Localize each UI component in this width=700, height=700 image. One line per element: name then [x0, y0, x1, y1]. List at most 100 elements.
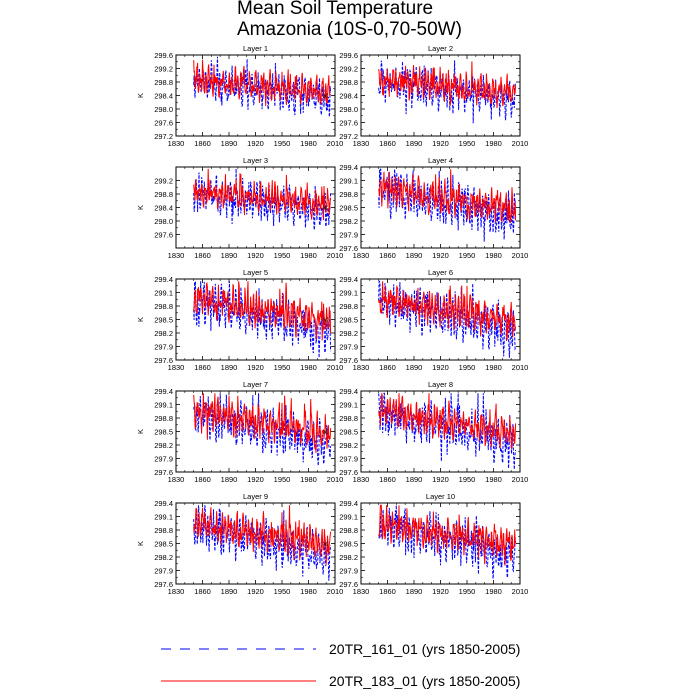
- x-tick-label: 1860: [194, 363, 211, 372]
- x-tick-label: 1830: [353, 251, 370, 260]
- x-tick-label: 2010: [327, 251, 344, 260]
- x-tick-label: 1860: [379, 363, 396, 372]
- y-axis-label: K: [136, 205, 145, 210]
- panel-1: Layer 1 K 297.2 297.6 298.0 298.4 298.8 299.2 29…: [136, 44, 343, 148]
- y-tick-label: 297.2: [339, 132, 358, 141]
- y-tick-label: 298.4: [339, 91, 358, 100]
- panel-title: Layer 4: [428, 156, 453, 165]
- x-tick-label: 1830: [168, 363, 185, 372]
- y-tick-label: 298.5: [339, 315, 358, 324]
- y-tick-label: 299.2: [154, 176, 173, 185]
- plot-frame: [360, 502, 521, 585]
- x-tick-label: 2010: [512, 139, 529, 148]
- legend-label-183: 20TR_183_01 (yrs 1850-2005): [329, 673, 521, 689]
- y-tick-label: 298.0: [154, 217, 173, 226]
- y-tick-label: 298.2: [339, 553, 358, 562]
- x-tick-label: 1920: [432, 139, 449, 148]
- y-tick-label: 297.6: [154, 580, 173, 589]
- x-tick-label: 1980: [300, 363, 317, 372]
- series-line-20TR_183_01: [193, 505, 332, 565]
- x-tick-label: 1980: [485, 587, 502, 596]
- x-tick-label: 1950: [274, 587, 291, 596]
- x-tick-label: 1980: [300, 475, 317, 484]
- series-line-20TR_183_01: [378, 61, 517, 109]
- y-axis-label: K: [321, 93, 330, 98]
- x-tick-label: 1860: [194, 475, 211, 484]
- series-line-20TR_161_01: [193, 505, 332, 581]
- x-tick-label: 1950: [274, 251, 291, 260]
- y-axis-label: K: [321, 317, 330, 322]
- y-tick-label: 299.1: [339, 512, 358, 521]
- series-line-20TR_161_01: [193, 168, 332, 230]
- x-tick-label: 1950: [274, 363, 291, 372]
- x-tick-label: 2010: [512, 475, 529, 484]
- x-tick-label: 1890: [221, 363, 238, 372]
- x-tick-label: 1890: [406, 363, 423, 372]
- x-tick-label: 2010: [327, 587, 344, 596]
- y-tick-label: 297.9: [339, 230, 358, 239]
- x-tick-label: 1890: [221, 251, 238, 260]
- x-tick-label: 1920: [247, 139, 264, 148]
- x-tick-label: 1950: [459, 587, 476, 596]
- x-tick-label: 1860: [194, 139, 211, 148]
- x-tick-label: 1980: [485, 251, 502, 260]
- y-axis-label: K: [321, 429, 330, 434]
- y-tick-label: 297.6: [154, 118, 173, 127]
- plot-frame: [360, 166, 521, 249]
- panel-title: Layer 2: [428, 44, 453, 53]
- x-tick-label: 1860: [379, 475, 396, 484]
- y-axis-label: K: [136, 317, 145, 322]
- panel-title: Layer 6: [428, 268, 453, 277]
- x-tick-label: 1860: [379, 251, 396, 260]
- panel-3: Layer 3 K 297.6 298.0 298.4 298.8 299.2 1830 186…: [136, 156, 343, 260]
- x-tick-label: 1860: [194, 251, 211, 260]
- y-tick-label: 297.9: [154, 454, 173, 463]
- x-tick-label: 2010: [512, 363, 529, 372]
- y-axis-label: K: [321, 205, 330, 210]
- x-tick-label: 1860: [379, 587, 396, 596]
- panel-10: Layer 10 K 297.6 297.9 298.2 298.5 298.8 299.1 2…: [321, 492, 528, 596]
- y-tick-label: 297.9: [339, 342, 358, 351]
- y-tick-label: 298.5: [339, 203, 358, 212]
- x-tick-label: 1830: [353, 363, 370, 372]
- x-tick-label: 1950: [459, 139, 476, 148]
- y-tick-label: 298.8: [154, 414, 173, 423]
- panel-2: Layer 2 K 297.2 297.6 298.0 298.4 298.8 299.2 29…: [321, 44, 528, 148]
- panel-9: Layer 9 K 297.6 297.9 298.2 298.5 298.8 299.1 29…: [136, 492, 343, 596]
- x-tick-label: 1950: [274, 475, 291, 484]
- y-tick-label: 299.6: [154, 51, 173, 60]
- x-tick-label: 1980: [300, 587, 317, 596]
- y-tick-label: 299.4: [339, 499, 358, 508]
- series-line-20TR_183_01: [378, 504, 517, 566]
- y-tick-label: 297.2: [154, 132, 173, 141]
- y-tick-label: 299.4: [154, 499, 173, 508]
- y-tick-label: 298.8: [339, 414, 358, 423]
- x-tick-label: 1830: [353, 139, 370, 148]
- y-tick-label: 298.8: [339, 190, 358, 199]
- x-tick-label: 1920: [432, 475, 449, 484]
- y-tick-label: 297.6: [339, 118, 358, 127]
- x-tick-label: 1920: [247, 363, 264, 372]
- y-axis-label: K: [136, 541, 145, 546]
- plot-frame: [175, 54, 336, 137]
- y-tick-label: 298.5: [154, 427, 173, 436]
- x-tick-label: 1860: [194, 587, 211, 596]
- plot-frame: [360, 278, 521, 361]
- y-tick-label: 298.8: [154, 526, 173, 535]
- plot-frame: [360, 54, 521, 137]
- x-tick-label: 1920: [247, 587, 264, 596]
- panel-6: Layer 6 K 297.6 297.9 298.2 298.5 298.8 299.1 29…: [321, 268, 528, 372]
- series-line-20TR_183_01: [193, 168, 332, 221]
- y-tick-label: 298.8: [154, 302, 173, 311]
- y-tick-label: 297.6: [154, 356, 173, 365]
- y-axis-label: K: [136, 93, 145, 98]
- panel-title: Layer 3: [243, 156, 268, 165]
- y-tick-label: 297.9: [154, 566, 173, 575]
- y-tick-label: 299.1: [154, 400, 173, 409]
- x-tick-label: 1980: [485, 363, 502, 372]
- y-tick-label: 299.6: [339, 51, 358, 60]
- y-tick-label: 298.2: [154, 553, 173, 562]
- y-tick-label: 298.8: [339, 526, 358, 535]
- y-tick-label: 299.4: [339, 163, 358, 172]
- y-tick-label: 298.5: [339, 427, 358, 436]
